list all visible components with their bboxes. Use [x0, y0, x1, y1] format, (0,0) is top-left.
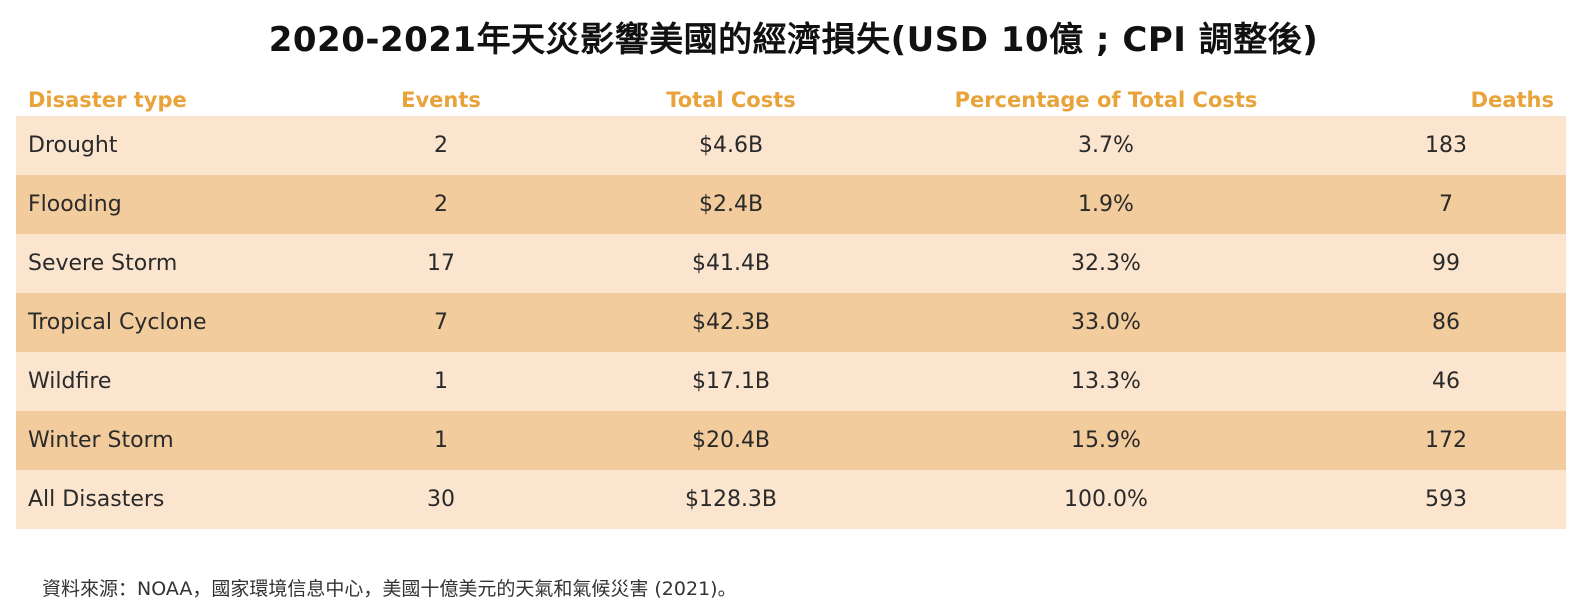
- cell-events: 1: [306, 352, 576, 411]
- column-header-events: Events: [306, 84, 576, 116]
- cell-events: 2: [306, 116, 576, 175]
- cell-percentage: 15.9%: [886, 411, 1326, 470]
- cell-deaths: 99: [1326, 234, 1566, 293]
- cell-events: 7: [306, 293, 576, 352]
- cell-disaster-type: Wildfire: [16, 352, 306, 411]
- cell-disaster-type: Tropical Cyclone: [16, 293, 306, 352]
- cell-deaths: 172: [1326, 411, 1566, 470]
- cell-deaths: 183: [1326, 116, 1566, 175]
- cell-percentage: 13.3%: [886, 352, 1326, 411]
- disaster-cost-table: Disaster type Events Total Costs Percent…: [16, 84, 1566, 529]
- cell-deaths: 593: [1326, 470, 1566, 529]
- cell-total-costs: $41.4B: [576, 234, 886, 293]
- table-row: Wildfire 1 $17.1B 13.3% 46: [16, 352, 1566, 411]
- column-header-total-costs: Total Costs: [576, 84, 886, 116]
- source-note: 資料來源：NOAA，國家環境信息中心，美國十億美元的天氣和氣候災害 (2021)…: [42, 578, 737, 600]
- cell-percentage: 100.0%: [886, 470, 1326, 529]
- cell-total-costs: $20.4B: [576, 411, 886, 470]
- column-header-disaster-type: Disaster type: [16, 84, 306, 116]
- column-header-percentage: Percentage of Total Costs: [886, 84, 1326, 116]
- table-row: Drought 2 $4.6B 3.7% 183: [16, 116, 1566, 175]
- cell-disaster-type: Winter Storm: [16, 411, 306, 470]
- cell-deaths: 86: [1326, 293, 1566, 352]
- cell-percentage: 32.3%: [886, 234, 1326, 293]
- cell-disaster-type: All Disasters: [16, 470, 306, 529]
- cell-disaster-type: Drought: [16, 116, 306, 175]
- table-header-row: Disaster type Events Total Costs Percent…: [16, 84, 1566, 116]
- cell-disaster-type: Severe Storm: [16, 234, 306, 293]
- cell-events: 30: [306, 470, 576, 529]
- cell-total-costs: $4.6B: [576, 116, 886, 175]
- cell-total-costs: $128.3B: [576, 470, 886, 529]
- cell-percentage: 1.9%: [886, 175, 1326, 234]
- column-header-deaths: Deaths: [1326, 84, 1566, 116]
- cell-percentage: 3.7%: [886, 116, 1326, 175]
- cell-events: 1: [306, 411, 576, 470]
- table-row: Tropical Cyclone 7 $42.3B 33.0% 86: [16, 293, 1566, 352]
- cell-events: 2: [306, 175, 576, 234]
- cell-total-costs: $2.4B: [576, 175, 886, 234]
- table-row: Flooding 2 $2.4B 1.9% 7: [16, 175, 1566, 234]
- table-row: Severe Storm 17 $41.4B 32.3% 99: [16, 234, 1566, 293]
- cell-percentage: 33.0%: [886, 293, 1326, 352]
- table-row: Winter Storm 1 $20.4B 15.9% 172: [16, 411, 1566, 470]
- cell-events: 17: [306, 234, 576, 293]
- cell-total-costs: $42.3B: [576, 293, 886, 352]
- cell-deaths: 7: [1326, 175, 1566, 234]
- cell-total-costs: $17.1B: [576, 352, 886, 411]
- cell-disaster-type: Flooding: [16, 175, 306, 234]
- cell-deaths: 46: [1326, 352, 1566, 411]
- page-title: 2020-2021年天災影響美國的經濟損失(USD 10億 ; CPI 調整後): [268, 20, 1319, 60]
- table-row-total: All Disasters 30 $128.3B 100.0% 593: [16, 470, 1566, 529]
